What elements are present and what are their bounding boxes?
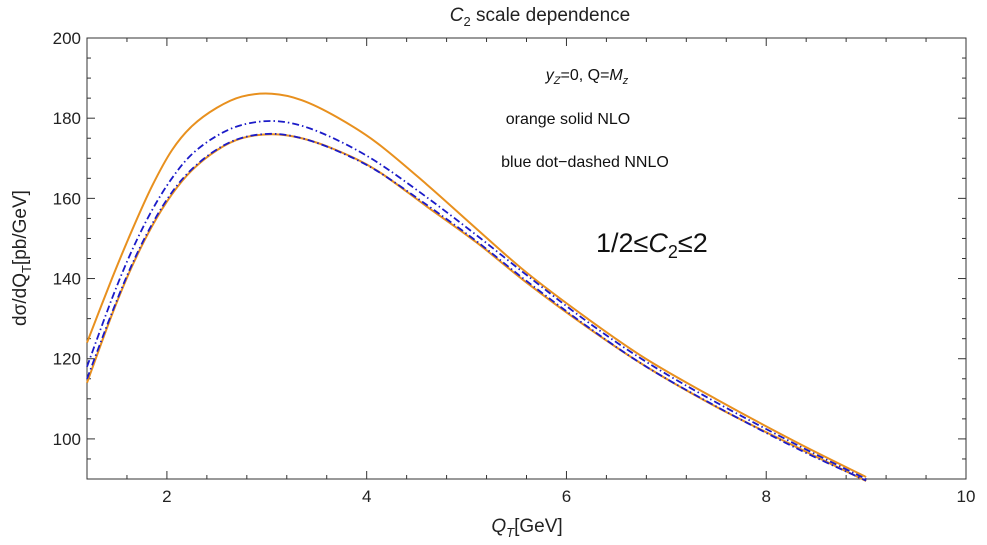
series-lines — [86, 92, 867, 482]
annotation-nnlo-legend: blue dot−dashed NNLO — [501, 154, 669, 171]
x-tick-label: 8 — [761, 487, 770, 506]
annotation-nlo-legend: orange solid NLO — [506, 111, 631, 128]
y-tick-label: 160 — [53, 189, 81, 208]
chart-title: C2 scale dependence — [450, 5, 630, 29]
series-line-1 — [86, 92, 867, 478]
x-axis-title: QT[GeV] — [491, 516, 562, 540]
x-tick-label: 4 — [362, 487, 371, 506]
y-tick-label: 140 — [53, 270, 81, 289]
y-axis-title: dσ/dQT[pb/GeV] — [10, 190, 34, 326]
x-tick-label: 2 — [162, 487, 171, 506]
x-tick-label: 10 — [957, 487, 976, 506]
series-line-4 — [86, 132, 867, 482]
x-tick-label: 6 — [562, 487, 571, 506]
annotation-kinematics: yZ=0, Q=Mz — [545, 67, 629, 87]
axis-tick-labels: 2 4 6 8 10 100 120 140 160 180 200 — [53, 29, 976, 506]
y-tick-label: 180 — [53, 109, 81, 128]
y-tick-label: 120 — [53, 350, 81, 369]
series-line-3 — [86, 120, 867, 480]
y-tick-label: 100 — [53, 430, 81, 449]
y-tick-label: 200 — [53, 29, 81, 48]
annotation-scale-range: 1/2≤C2≤2 — [596, 228, 708, 262]
axis-ticks — [86, 37, 967, 480]
